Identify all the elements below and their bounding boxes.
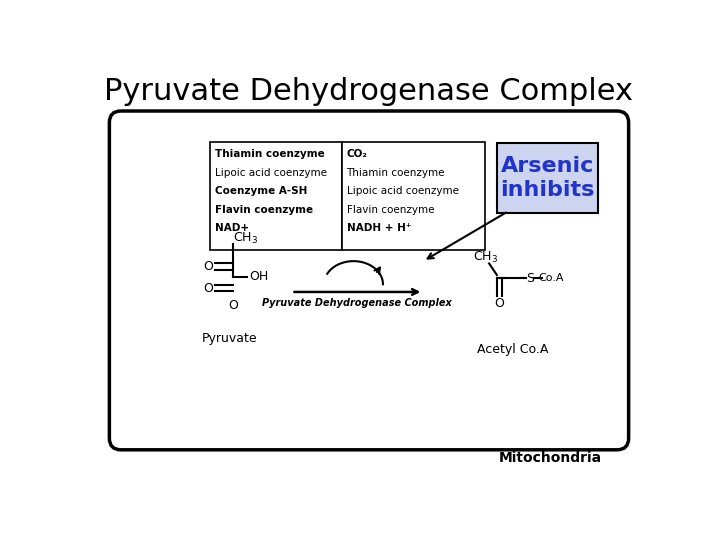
- Text: Lipoic acid coenzyme: Lipoic acid coenzyme: [215, 167, 327, 178]
- Text: Arsenic
inhibits: Arsenic inhibits: [500, 157, 595, 200]
- Text: Coenzyme A-SH: Coenzyme A-SH: [215, 186, 307, 196]
- Text: NADH + H⁺: NADH + H⁺: [346, 223, 411, 233]
- Bar: [497, 143, 598, 213]
- Text: O: O: [204, 281, 214, 295]
- Text: CH$_3$: CH$_3$: [233, 231, 258, 246]
- Text: Mitochondria: Mitochondria: [498, 450, 601, 464]
- Text: Co.A: Co.A: [539, 273, 564, 283]
- Text: NAD+: NAD+: [215, 223, 249, 233]
- Text: Flavin coenzyme: Flavin coenzyme: [215, 205, 313, 214]
- Text: CH$_3$: CH$_3$: [473, 249, 498, 265]
- Text: S: S: [526, 272, 534, 285]
- Text: Acetyl Co.A: Acetyl Co.A: [477, 343, 548, 356]
- Text: Pyruvate Dehydrogenase Complex: Pyruvate Dehydrogenase Complex: [263, 299, 452, 308]
- Text: O: O: [204, 260, 214, 273]
- Text: CO₂: CO₂: [346, 149, 367, 159]
- Text: Flavin coenzyme: Flavin coenzyme: [346, 205, 434, 214]
- Bar: [342, 142, 485, 249]
- Text: Pyruvate: Pyruvate: [202, 332, 257, 345]
- Text: Lipoic acid coenzyme: Lipoic acid coenzyme: [346, 186, 459, 196]
- Text: Thiamin coenzyme: Thiamin coenzyme: [215, 149, 325, 159]
- FancyBboxPatch shape: [109, 111, 629, 450]
- Text: OH: OH: [249, 270, 268, 283]
- Text: O: O: [228, 299, 238, 312]
- Bar: [210, 142, 342, 249]
- Text: Pyruvate Dehydrogenase Complex: Pyruvate Dehydrogenase Complex: [104, 77, 634, 106]
- Text: Thiamin coenzyme: Thiamin coenzyme: [346, 167, 445, 178]
- Text: O: O: [494, 297, 504, 310]
